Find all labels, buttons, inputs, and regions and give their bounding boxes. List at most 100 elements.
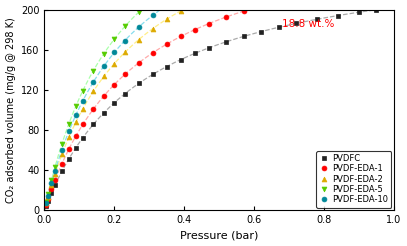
PVDFC xyxy=(335,14,340,17)
PVDF-EDA-2 xyxy=(81,107,85,110)
PVDF-EDA-2 xyxy=(59,153,64,156)
X-axis label: Pressure (bar): Pressure (bar) xyxy=(180,231,258,240)
PVDF-EDA-2 xyxy=(112,62,117,65)
PVDF-EDA-10 xyxy=(112,51,117,54)
PVDF-EDA-2 xyxy=(178,9,183,12)
PVDFC xyxy=(46,200,50,203)
PVDF-EDA-5 xyxy=(59,142,64,145)
PVDFC xyxy=(136,82,141,85)
PVDF-EDA-2 xyxy=(136,38,141,41)
PVDF-EDA-5 xyxy=(123,25,127,28)
PVDFC xyxy=(241,35,246,38)
PVDF-EDA-1 xyxy=(123,73,127,76)
PVDF-EDA-1 xyxy=(276,0,281,3)
PVDFC xyxy=(392,6,396,9)
PVDF-EDA-10 xyxy=(91,80,96,83)
PVDFC xyxy=(49,191,54,194)
PVDF-EDA-5 xyxy=(91,69,96,72)
PVDF-EDA-10 xyxy=(101,65,106,68)
PVDF-EDA-5 xyxy=(101,52,106,55)
PVDFC xyxy=(224,40,229,43)
PVDF-EDA-2 xyxy=(46,196,50,199)
PVDF-EDA-1 xyxy=(206,22,211,25)
PVDFC xyxy=(192,52,197,55)
Line: PVDFC: PVDFC xyxy=(44,5,396,208)
PVDF-EDA-1 xyxy=(59,162,64,165)
Line: PVDF-EDA-1: PVDF-EDA-1 xyxy=(44,0,396,207)
PVDFC xyxy=(374,8,379,11)
PVDF-EDA-2 xyxy=(150,27,155,30)
PVDF-EDA-10 xyxy=(164,4,169,7)
Text: 18.8 wt.%: 18.8 wt.% xyxy=(282,19,335,29)
PVDF-EDA-5 xyxy=(49,179,54,182)
PVDFC xyxy=(81,136,85,139)
Y-axis label: CO₂ adsorbed volume (mg/g @ 298 K): CO₂ adsorbed volume (mg/g @ 298 K) xyxy=(6,17,15,203)
PVDFC xyxy=(91,123,96,126)
PVDF-EDA-1 xyxy=(46,198,50,201)
PVDF-EDA-2 xyxy=(123,51,127,54)
PVDF-EDA-2 xyxy=(53,173,57,176)
PVDF-EDA-5 xyxy=(150,0,155,1)
PVDF-EDA-1 xyxy=(49,188,54,191)
PVDF-EDA-10 xyxy=(150,14,155,17)
PVDF-EDA-1 xyxy=(66,147,71,150)
PVDF-EDA-1 xyxy=(112,83,117,86)
PVDFC xyxy=(66,157,71,160)
PVDF-EDA-1 xyxy=(224,15,229,18)
PVDF-EDA-10 xyxy=(53,169,57,172)
PVDF-EDA-2 xyxy=(91,90,96,93)
PVDFC xyxy=(44,204,49,207)
PVDF-EDA-10 xyxy=(123,39,127,42)
PVDFC xyxy=(258,30,263,33)
PVDF-EDA-5 xyxy=(53,166,57,169)
PVDFC xyxy=(357,11,361,14)
PVDF-EDA-1 xyxy=(178,35,183,38)
PVDFC xyxy=(164,65,169,68)
PVDF-EDA-10 xyxy=(74,113,79,116)
PVDF-EDA-1 xyxy=(44,203,49,206)
Line: PVDF-EDA-2: PVDF-EDA-2 xyxy=(44,0,396,206)
PVDFC xyxy=(293,22,298,25)
PVDF-EDA-1 xyxy=(164,43,169,46)
Line: PVDF-EDA-10: PVDF-EDA-10 xyxy=(44,0,396,205)
PVDF-EDA-1 xyxy=(192,28,197,31)
PVDF-EDA-10 xyxy=(66,130,71,133)
PVDFC xyxy=(101,111,106,114)
PVDFC xyxy=(112,101,117,104)
PVDF-EDA-1 xyxy=(150,51,155,54)
PVDF-EDA-10 xyxy=(59,148,64,151)
PVDF-EDA-1 xyxy=(258,4,263,7)
PVDF-EDA-5 xyxy=(74,105,79,108)
PVDF-EDA-2 xyxy=(192,2,197,5)
PVDF-EDA-2 xyxy=(164,18,169,21)
PVDFC xyxy=(178,58,183,61)
PVDFC xyxy=(53,184,57,187)
PVDF-EDA-2 xyxy=(101,75,106,78)
PVDF-EDA-1 xyxy=(136,61,141,64)
Line: PVDF-EDA-5: PVDF-EDA-5 xyxy=(44,0,396,204)
PVDF-EDA-1 xyxy=(241,10,246,13)
PVDFC xyxy=(123,92,127,95)
PVDF-EDA-5 xyxy=(46,193,50,196)
PVDF-EDA-10 xyxy=(49,182,54,184)
PVDF-EDA-5 xyxy=(112,38,117,41)
PVDF-EDA-5 xyxy=(66,122,71,125)
PVDFC xyxy=(315,18,319,21)
PVDFC xyxy=(206,46,211,49)
PVDF-EDA-1 xyxy=(91,108,96,110)
PVDF-EDA-1 xyxy=(81,123,85,126)
PVDF-EDA-5 xyxy=(44,200,49,203)
PVDFC xyxy=(276,26,281,29)
PVDF-EDA-1 xyxy=(101,94,106,97)
PVDFC xyxy=(59,170,64,173)
PVDF-EDA-10 xyxy=(81,99,85,102)
PVDFC xyxy=(150,73,155,76)
PVDF-EDA-5 xyxy=(81,89,85,92)
PVDF-EDA-2 xyxy=(44,202,49,205)
PVDF-EDA-5 xyxy=(136,11,141,14)
PVDFC xyxy=(74,146,79,149)
PVDF-EDA-2 xyxy=(49,184,54,187)
Legend: PVDFC, PVDF-EDA-1, PVDF-EDA-2, PVDF-EDA-5, PVDF-EDA-10: PVDFC, PVDF-EDA-1, PVDF-EDA-2, PVDF-EDA-… xyxy=(316,151,391,208)
PVDF-EDA-2 xyxy=(74,121,79,123)
PVDF-EDA-1 xyxy=(74,135,79,138)
